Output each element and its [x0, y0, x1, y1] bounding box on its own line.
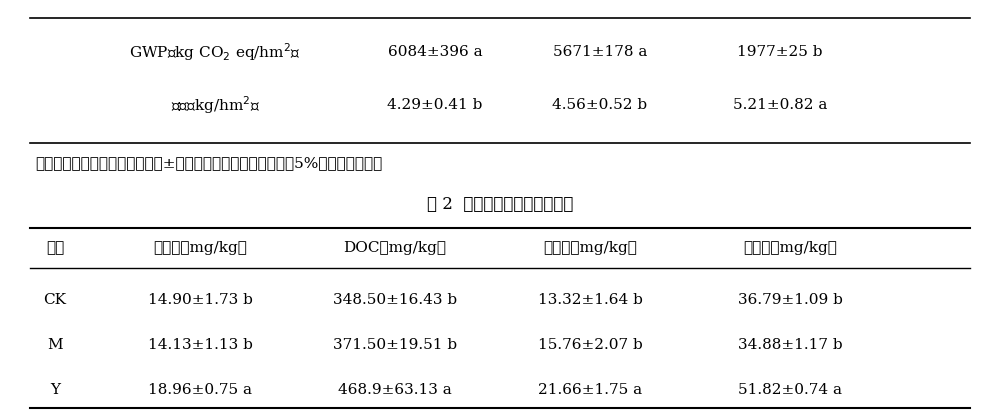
Text: 注：处理数值为小区重复平均值±标准差，同一行不同字母表示5%水平差异显著。: 注：处理数值为小区重复平均值±标准差，同一行不同字母表示5%水平差异显著。	[35, 156, 382, 170]
Text: 13.32±1.64 b: 13.32±1.64 b	[538, 293, 642, 307]
Text: 产量（kg/hm$^2$）: 产量（kg/hm$^2$）	[171, 94, 259, 116]
Text: 14.90±1.73 b: 14.90±1.73 b	[148, 293, 252, 307]
Text: 4.29±0.41 b: 4.29±0.41 b	[387, 98, 483, 112]
Text: Y: Y	[50, 383, 60, 397]
Text: 18.96±0.75 a: 18.96±0.75 a	[148, 383, 252, 397]
Text: 速效磷（mg/kg）: 速效磷（mg/kg）	[543, 241, 637, 255]
Text: 51.82±0.74 a: 51.82±0.74 a	[738, 383, 842, 397]
Text: 371.50±19.51 b: 371.50±19.51 b	[333, 338, 457, 352]
Text: CK: CK	[44, 293, 66, 307]
Text: 348.50±16.43 b: 348.50±16.43 b	[333, 293, 457, 307]
Text: 1977±25 b: 1977±25 b	[737, 45, 823, 59]
Text: M: M	[47, 338, 63, 352]
Text: 4.56±0.52 b: 4.56±0.52 b	[552, 98, 648, 112]
Text: GWP（kg CO$_2$ eq/hm$^2$）: GWP（kg CO$_2$ eq/hm$^2$）	[129, 41, 301, 63]
Text: 468.9±63.13 a: 468.9±63.13 a	[338, 383, 452, 397]
Text: 6084±396 a: 6084±396 a	[388, 45, 482, 59]
Text: 无机氮（mg/kg）: 无机氮（mg/kg）	[153, 241, 247, 255]
Text: 表 2  不同模式土壤肥力的变化: 表 2 不同模式土壤肥力的变化	[427, 196, 573, 213]
Text: 5671±178 a: 5671±178 a	[553, 45, 647, 59]
Text: 36.79±1.09 b: 36.79±1.09 b	[738, 293, 842, 307]
Text: 处理: 处理	[46, 241, 64, 255]
Text: 21.66±1.75 a: 21.66±1.75 a	[538, 383, 642, 397]
Text: 5.21±0.82 a: 5.21±0.82 a	[733, 98, 827, 112]
Text: 15.76±2.07 b: 15.76±2.07 b	[538, 338, 642, 352]
Text: 14.13±1.13 b: 14.13±1.13 b	[148, 338, 252, 352]
Text: 速效钒（mg/kg）: 速效钒（mg/kg）	[743, 241, 837, 255]
Text: DOC（mg/kg）: DOC（mg/kg）	[344, 241, 446, 255]
Text: 34.88±1.17 b: 34.88±1.17 b	[738, 338, 842, 352]
